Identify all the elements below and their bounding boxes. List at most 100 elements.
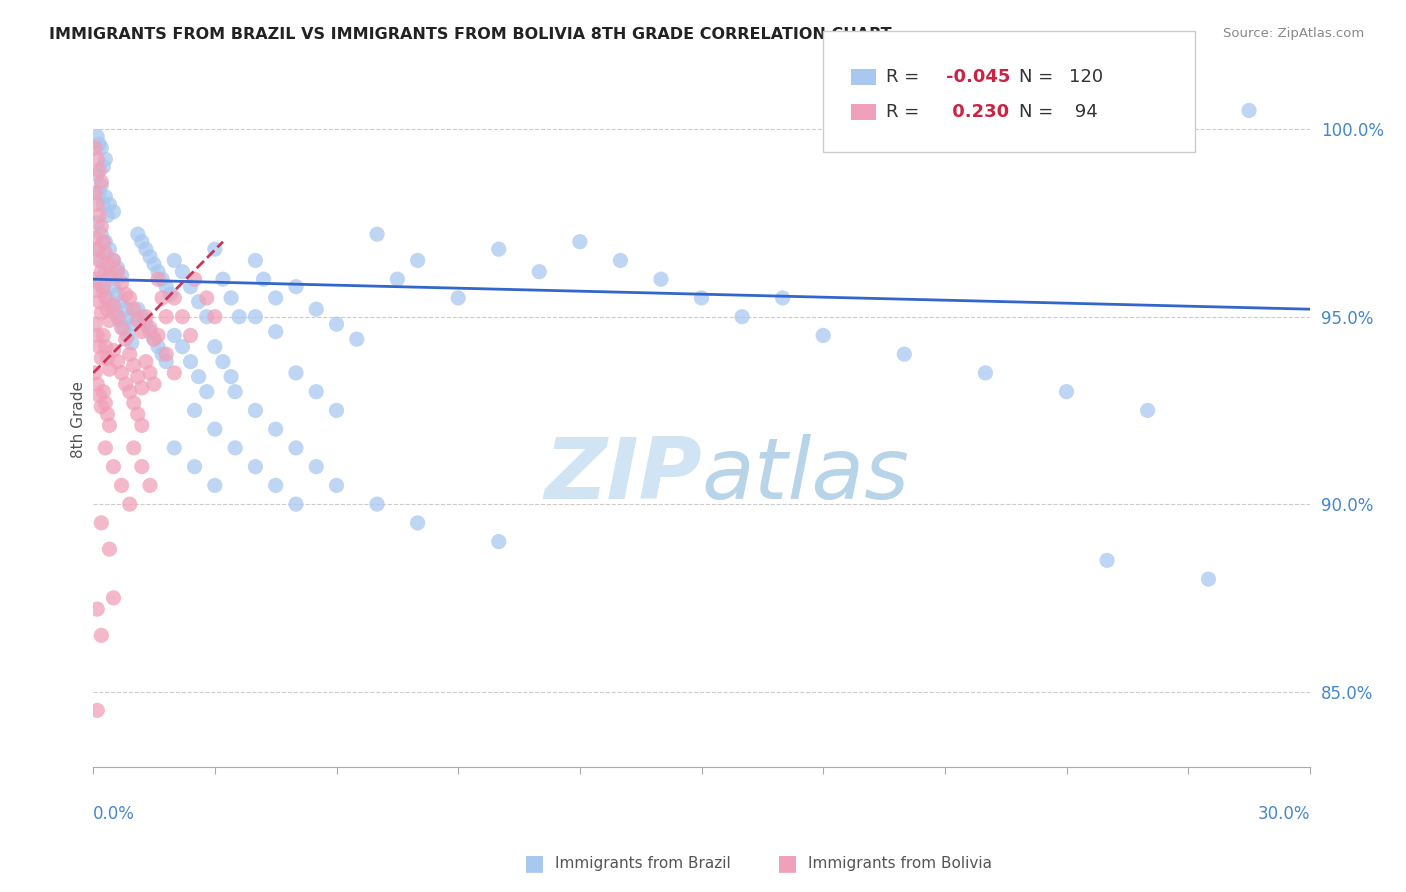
- Point: [84, 141, 107, 155]
- Point: [285, 366, 308, 380]
- Point: [94, 396, 117, 410]
- Point: [114, 302, 136, 317]
- Point: [146, 272, 169, 286]
- Point: [1198, 572, 1220, 586]
- Point: [131, 235, 153, 249]
- Point: [96, 257, 118, 271]
- Point: [488, 242, 510, 256]
- Point: [127, 369, 149, 384]
- Point: [118, 497, 141, 511]
- Point: [86, 602, 108, 616]
- Point: [122, 441, 145, 455]
- Point: [180, 354, 202, 368]
- Point: [98, 197, 121, 211]
- Text: 30.0%: 30.0%: [1257, 805, 1310, 823]
- Point: [114, 332, 136, 346]
- Point: [94, 190, 117, 204]
- Point: [91, 284, 114, 298]
- Point: [94, 340, 117, 354]
- Point: [135, 317, 157, 331]
- Point: [89, 276, 111, 290]
- Point: [122, 396, 145, 410]
- Text: IMMIGRANTS FROM BRAZIL VS IMMIGRANTS FROM BOLIVIA 8TH GRADE CORRELATION CHART: IMMIGRANTS FROM BRAZIL VS IMMIGRANTS FRO…: [49, 27, 891, 42]
- Point: [155, 310, 177, 324]
- Point: [252, 272, 274, 286]
- Point: [406, 253, 429, 268]
- Point: [172, 340, 194, 354]
- Text: ■: ■: [524, 854, 544, 873]
- Point: [86, 703, 108, 717]
- Point: [86, 129, 108, 144]
- Point: [84, 366, 107, 380]
- Point: [86, 197, 108, 211]
- Point: [86, 242, 108, 256]
- Point: [86, 216, 108, 230]
- Point: [264, 422, 287, 436]
- Point: [90, 400, 112, 414]
- Point: [245, 459, 267, 474]
- Point: [107, 265, 129, 279]
- Point: [90, 227, 112, 242]
- Point: [650, 272, 672, 286]
- Point: [90, 175, 112, 189]
- Point: [131, 418, 153, 433]
- Point: [325, 478, 347, 492]
- Point: [96, 209, 118, 223]
- Point: [127, 407, 149, 421]
- Point: [135, 354, 157, 368]
- Point: [94, 152, 117, 166]
- Point: [204, 310, 226, 324]
- Point: [89, 294, 111, 309]
- Text: N =: N =: [1019, 103, 1053, 121]
- Point: [112, 321, 135, 335]
- Point: [122, 359, 145, 373]
- Text: ■: ■: [778, 854, 797, 873]
- Point: [86, 152, 108, 166]
- Point: [305, 384, 328, 399]
- Point: [121, 335, 143, 350]
- Point: [89, 340, 111, 354]
- Point: [159, 287, 181, 301]
- Text: Immigrants from Brazil: Immigrants from Brazil: [555, 856, 731, 871]
- Point: [135, 310, 157, 324]
- Point: [118, 291, 141, 305]
- Point: [187, 294, 209, 309]
- Point: [131, 381, 153, 395]
- Point: [204, 340, 226, 354]
- Point: [91, 328, 114, 343]
- Point: [163, 366, 186, 380]
- Point: [118, 347, 141, 361]
- Point: [98, 418, 121, 433]
- Point: [143, 332, 166, 346]
- Point: [139, 321, 162, 335]
- Point: [488, 534, 510, 549]
- Point: [108, 313, 131, 327]
- Text: atlas: atlas: [702, 434, 910, 516]
- Point: [89, 388, 111, 402]
- Point: [1095, 553, 1118, 567]
- Point: [107, 260, 129, 275]
- Point: [110, 276, 132, 290]
- Text: -0.045: -0.045: [946, 68, 1011, 86]
- Point: [163, 441, 186, 455]
- Point: [180, 279, 202, 293]
- Point: [98, 268, 121, 283]
- Point: [366, 497, 388, 511]
- Point: [163, 328, 186, 343]
- Point: [150, 291, 173, 305]
- Point: [893, 347, 915, 361]
- Point: [150, 272, 173, 286]
- Point: [94, 235, 117, 249]
- Point: [103, 343, 125, 358]
- Point: [529, 265, 551, 279]
- Text: N =: N =: [1019, 68, 1053, 86]
- Point: [143, 257, 166, 271]
- Point: [96, 407, 118, 421]
- Point: [195, 291, 218, 305]
- Point: [204, 242, 226, 256]
- Point: [84, 186, 107, 200]
- Point: [90, 351, 112, 365]
- Point: [146, 340, 169, 354]
- Point: [94, 246, 117, 260]
- Point: [447, 291, 470, 305]
